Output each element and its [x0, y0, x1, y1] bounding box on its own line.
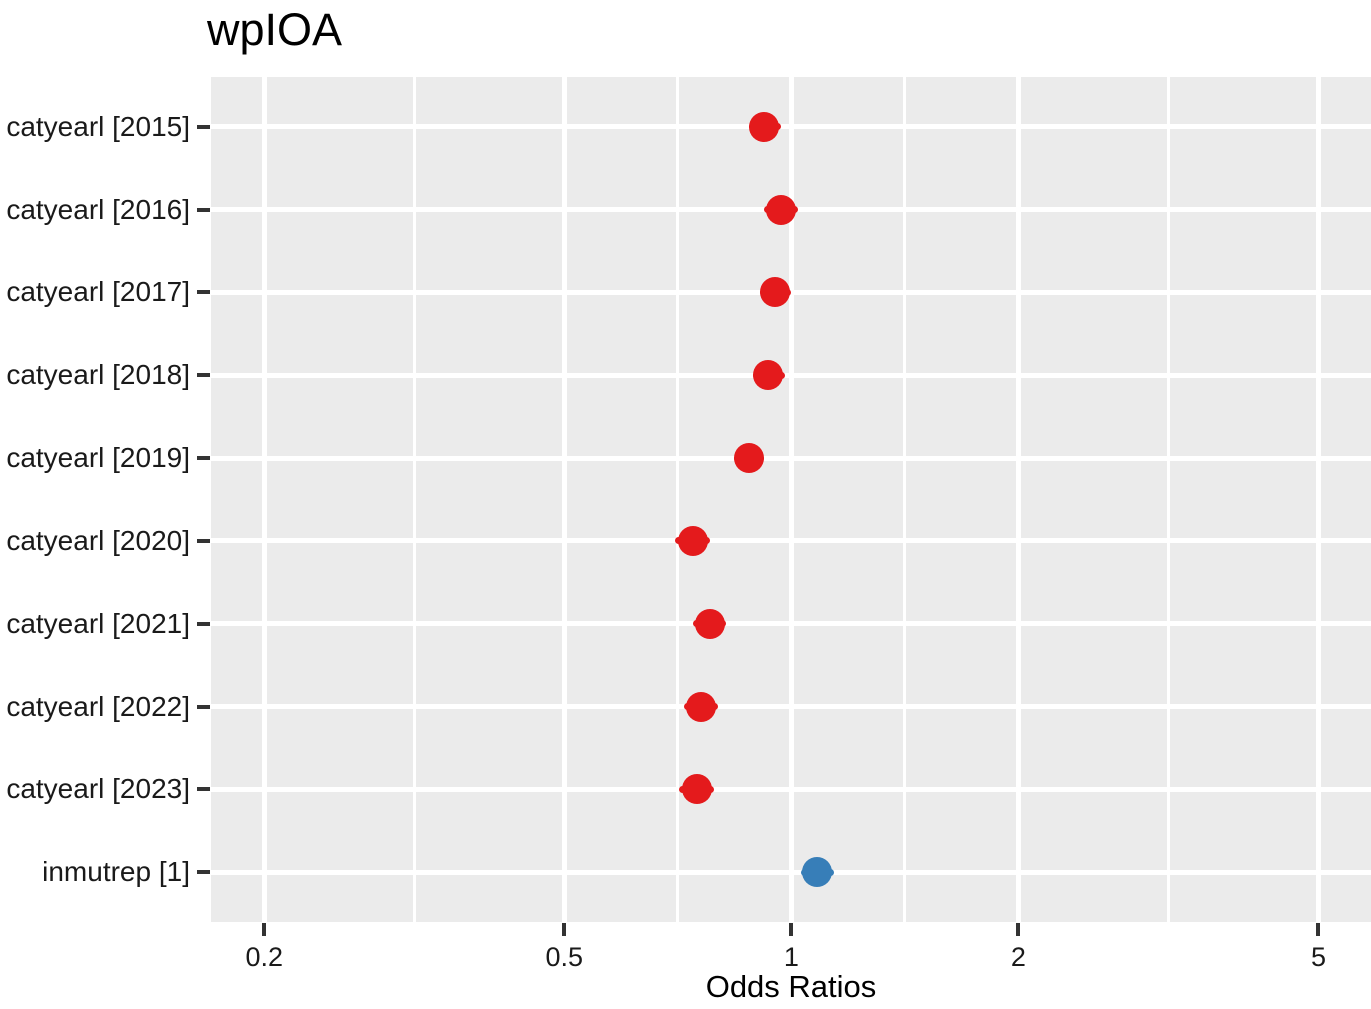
major-gridline	[1015, 77, 1021, 922]
row-gridline	[211, 538, 1371, 544]
major-gridline	[1315, 77, 1321, 922]
plot-panel	[211, 77, 1371, 922]
y-axis-label: catyearl [2021]	[6, 607, 190, 639]
odds-ratio-point	[682, 774, 713, 805]
y-axis-label: catyearl [2020]	[6, 524, 190, 556]
major-gridline	[261, 77, 267, 922]
y-tick-mark	[197, 870, 210, 875]
odds-ratio-point	[677, 525, 708, 556]
y-tick-mark	[197, 124, 210, 129]
x-axis-tick-label: 5	[1310, 942, 1326, 972]
row-gridline	[211, 704, 1371, 710]
odds-ratio-point	[694, 608, 725, 639]
y-tick-mark	[197, 704, 210, 709]
x-tick-mark	[789, 923, 794, 936]
x-axis-tick-label: 0.5	[545, 942, 584, 972]
y-axis-label: catyearl [2023]	[6, 773, 190, 805]
row-gridline	[211, 621, 1371, 627]
y-axis-label: inmutrep [1]	[42, 856, 190, 888]
major-gridline	[561, 77, 567, 922]
y-tick-mark	[197, 621, 210, 626]
row-gridline	[211, 372, 1371, 378]
odds-ratio-point	[686, 691, 717, 722]
minor-gridline	[412, 77, 416, 922]
x-axis-tick-label: 2	[1010, 942, 1026, 972]
y-axis-label: catyearl [2018]	[6, 359, 190, 391]
x-tick-mark	[262, 923, 267, 936]
y-tick-mark	[197, 207, 210, 212]
x-tick-mark	[562, 923, 567, 936]
x-axis-tick-label: 1	[783, 942, 799, 972]
minor-gridline	[1166, 77, 1170, 922]
row-gridline	[211, 124, 1371, 130]
x-axis-tick-label: 0.2	[245, 942, 283, 972]
y-tick-mark	[197, 290, 210, 295]
odds-ratio-point	[801, 857, 832, 888]
y-tick-mark	[197, 373, 210, 378]
x-axis-title: Odds Ratios	[705, 969, 877, 1004]
y-tick-mark	[197, 538, 210, 543]
y-axis-label: catyearl [2016]	[6, 193, 190, 225]
row-gridline	[211, 786, 1371, 792]
row-gridline	[211, 869, 1371, 875]
y-axis-label: catyearl [2017]	[6, 276, 190, 308]
y-tick-mark	[197, 787, 210, 792]
minor-gridline	[903, 77, 907, 922]
plot-title: wpIOA	[207, 4, 343, 55]
x-tick-mark	[1016, 923, 1021, 936]
y-axis-label: catyearl [2019]	[6, 442, 190, 474]
odds-ratio-point	[734, 443, 765, 474]
odds-ratio-point	[752, 360, 783, 391]
y-axis-label: catyearl [2022]	[6, 690, 190, 722]
y-axis-label: catyearl [2015]	[6, 110, 190, 142]
major-gridline	[788, 77, 794, 922]
y-tick-mark	[197, 456, 210, 461]
odds-ratio-point	[766, 194, 797, 225]
minor-gridline	[676, 77, 680, 922]
odds-ratio-point	[749, 111, 780, 142]
row-gridline	[211, 455, 1371, 461]
x-tick-mark	[1316, 923, 1321, 936]
odds-ratio-point	[759, 277, 790, 308]
